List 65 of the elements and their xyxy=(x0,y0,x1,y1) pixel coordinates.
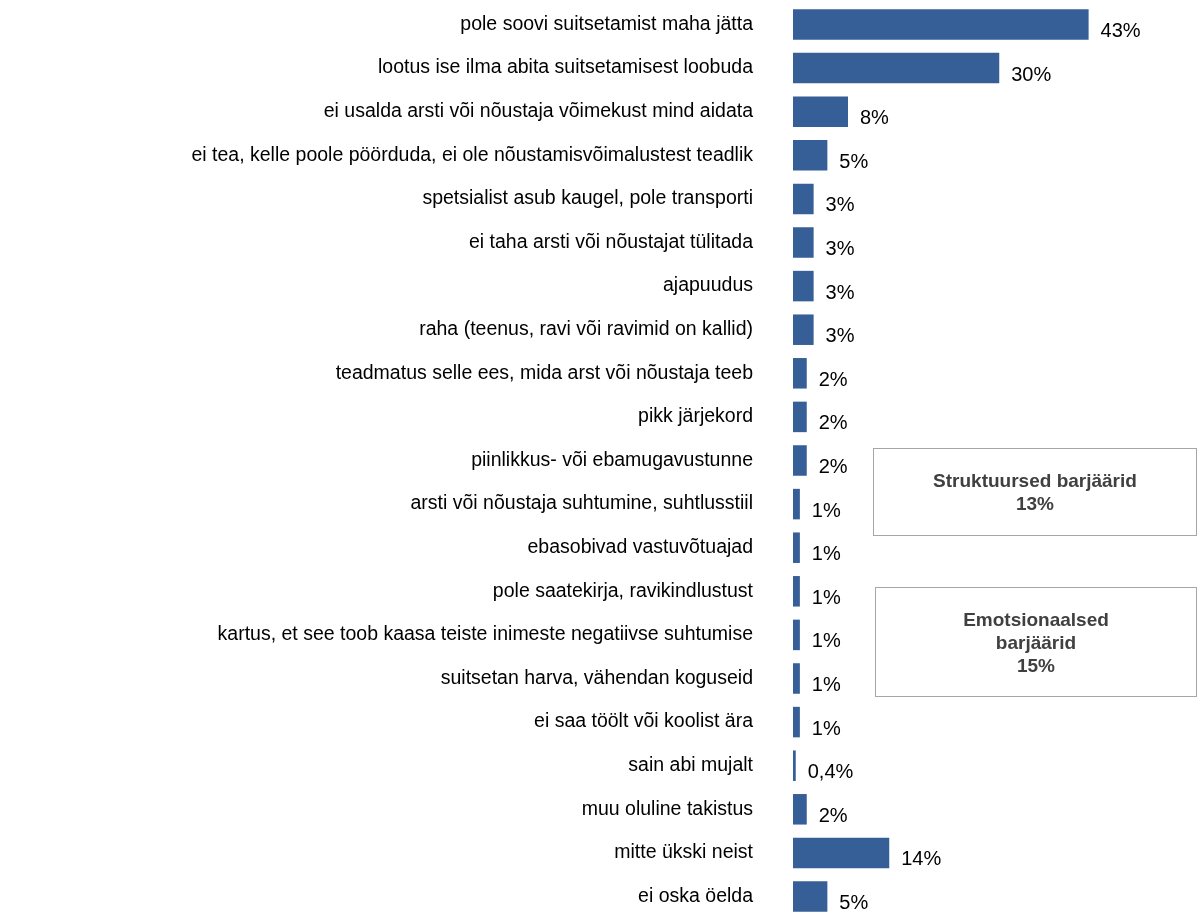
bar xyxy=(793,576,800,607)
data-label: 5% xyxy=(839,149,869,172)
bar xyxy=(793,9,1089,40)
y-tick-label: ei taha arsti või nõustajat tülitada xyxy=(468,229,754,252)
y-tick-label: mitte ükski neist xyxy=(614,840,754,863)
bar xyxy=(793,663,800,694)
y-tick-label: piinlikkus- või ebamugavustunne xyxy=(471,447,753,470)
y-tick-label: ei tea, kelle poole pöörduda, ei ole nõustamisvõimalustest teadlik xyxy=(191,142,754,165)
y-tick-label: ebasobivad vastuvõtuajad xyxy=(527,535,753,558)
y-tick-label: muu oluline takistus xyxy=(581,796,754,819)
data-label: 5% xyxy=(839,891,869,914)
data-label: 3% xyxy=(825,193,855,216)
y-tick-label: pikk järjekord xyxy=(638,404,753,427)
y-tick-label: raha (teenus, ravi või ravimid on kallid) xyxy=(419,317,753,340)
y-tick-label: ei saa töölt või koolist ära xyxy=(534,709,754,732)
data-label: 2% xyxy=(818,411,848,434)
y-tick-label: sain abi mujalt xyxy=(628,753,754,776)
data-label: 3% xyxy=(825,324,855,347)
y-tick-label: ei usalda arsti või nõustaja võimekust mind aidata xyxy=(323,99,754,122)
data-label: 8% xyxy=(860,106,890,129)
note-box: Struktuursed barjäärid 13% xyxy=(873,448,1197,536)
bar xyxy=(793,488,800,520)
data-label: 1% xyxy=(811,629,841,652)
data-label: 1% xyxy=(811,716,841,739)
bar xyxy=(793,270,814,302)
data-label: 1% xyxy=(811,673,841,696)
y-tick-label: lootus ise ilma abita suitsetamisest loobuda xyxy=(377,55,754,78)
bar xyxy=(793,881,828,912)
bar xyxy=(793,358,807,389)
data-label: 43% xyxy=(1100,19,1141,42)
data-label: 2% xyxy=(818,455,848,478)
bar xyxy=(793,794,807,825)
data-label: 3% xyxy=(825,237,855,260)
y-tick-label: arsti või nõustaja suhtumine, suhtlusstiil xyxy=(410,491,753,514)
data-label: 0,4% xyxy=(807,760,854,783)
bar xyxy=(793,706,800,738)
data-label: 1% xyxy=(811,498,841,521)
y-tick-label: kartus, et see toob kaasa teiste inimeste negatiivse suhtumise xyxy=(217,622,753,645)
data-label: 1% xyxy=(811,585,841,608)
bar xyxy=(793,227,814,258)
bar xyxy=(793,445,807,476)
bar xyxy=(793,532,800,563)
data-label: 2% xyxy=(818,803,848,826)
bar xyxy=(793,619,800,651)
data-label: 14% xyxy=(901,847,942,870)
data-label: 30% xyxy=(1011,62,1052,85)
y-tick-label: pole saatekirja, ravikindlustust xyxy=(492,578,754,601)
bar xyxy=(793,401,807,433)
bar xyxy=(793,183,814,215)
data-label: 1% xyxy=(811,542,841,565)
y-tick-label: ei oska öelda xyxy=(638,883,754,906)
bar xyxy=(793,837,890,869)
y-tick-label: suitsetan harva, vähendan koguseid xyxy=(440,665,753,688)
y-tick-label: spetsialist asub kaugel, pole transporti xyxy=(422,186,753,209)
bar xyxy=(793,140,828,171)
bar xyxy=(793,96,848,127)
data-label: 2% xyxy=(818,367,848,390)
data-label: 3% xyxy=(825,280,855,303)
y-tick-label: ajapuudus xyxy=(663,273,754,296)
note-box: Emotsionaalsed barjäärid 15% xyxy=(875,587,1197,697)
bar xyxy=(793,750,796,781)
bar xyxy=(793,52,1000,84)
y-tick-label: pole soovi suitsetamist maha jätta xyxy=(460,11,754,34)
bar xyxy=(793,314,814,345)
y-tick-label: teadmatus selle ees, mida arst või nõustaja teeb xyxy=(335,360,754,383)
